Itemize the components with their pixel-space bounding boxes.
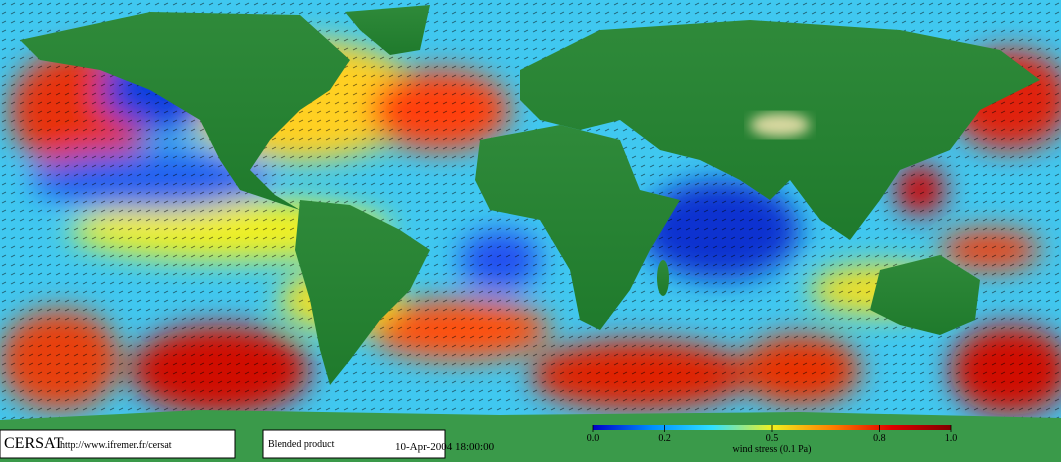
footer: CERSAT http://www.ifremer.fr/cersat Blen…: [0, 429, 812, 459]
colorbar-tick-label: 0.0: [587, 433, 600, 444]
plateau: [750, 113, 810, 137]
colorbar-tick-label: 1.0: [945, 433, 958, 444]
colorbar-tick-label: 0.5: [766, 433, 779, 444]
logo-box: [0, 429, 236, 459]
colorbar-label: wind stress (0.1 Pa): [733, 444, 812, 455]
product-box: [262, 429, 446, 459]
date: 10-Apr-2004 18:00:00: [395, 441, 495, 453]
logo: CERSAT: [4, 435, 64, 452]
url: http://www.ifremer.fr/cersat: [60, 440, 172, 451]
product: Blended product: [268, 439, 335, 450]
colorbar-tick-label: 0.8: [873, 433, 886, 444]
colorbar-tick-label: 0.2: [658, 433, 671, 444]
